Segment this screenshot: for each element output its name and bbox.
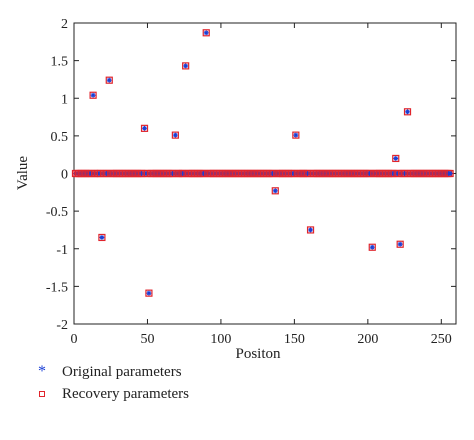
x-axis-label: Positon [235, 346, 281, 360]
scatter-chart: -2 -1.5 -1 -0.5 0 0.5 1 1.5 2 0 50 100 150 200 250 Po… [15, 17, 457, 360]
nonzero-point [368, 243, 376, 251]
original-marker [405, 109, 410, 115]
original-marker [308, 227, 313, 233]
nonzero-point [171, 131, 179, 139]
recovery-marker [182, 62, 190, 70]
nonzero-point [292, 131, 300, 139]
nonzero-point [182, 62, 190, 70]
recovery-marker [403, 108, 412, 116]
nonzero-point [202, 29, 210, 37]
nonzero-point [145, 289, 153, 297]
original-marker [146, 290, 152, 296]
original-marker [369, 244, 375, 250]
recovery-marker [98, 233, 106, 242]
recovery-marker [89, 91, 97, 99]
x-tick-label: 200 [357, 332, 378, 347]
star-marker-icon: * [38, 363, 46, 380]
legend: * Original parameters Recovery parameter… [28, 361, 189, 405]
recovery-marker [105, 76, 113, 84]
recovery-marker [446, 169, 454, 178]
original-marker [172, 132, 178, 138]
original-marker [106, 77, 112, 83]
nonzero-point [140, 124, 149, 132]
x-tick-label: 50 [140, 332, 154, 347]
legend-label-recovery: Recovery parameters [62, 385, 190, 402]
nonzero-point [396, 240, 404, 248]
legend-item-recovery: Recovery parameters [28, 383, 189, 405]
y-tick-label: 1 [61, 92, 68, 107]
y-ticks: -2 -1.5 -1 -0.5 0 0.5 1 1.5 2 [46, 17, 456, 333]
recovery-marker [202, 29, 210, 37]
recovery-marker [292, 131, 300, 139]
original-marker [272, 188, 278, 194]
nonzero-point [392, 154, 400, 163]
legend-item-original: * Original parameters [28, 361, 189, 383]
original-marker [447, 171, 453, 176]
y-tick-label: 0.5 [51, 130, 69, 145]
original-marker [203, 30, 209, 36]
recovery-marker [392, 154, 400, 163]
y-tick-label: 0 [61, 168, 68, 183]
recovery-marker [396, 240, 404, 248]
y-axis-label: Value [15, 156, 31, 190]
zero-point [446, 169, 454, 178]
y-tick-label: -2 [56, 318, 68, 333]
nonzero-point [271, 187, 279, 195]
nonzero-point [403, 108, 412, 116]
x-tick-label: 100 [210, 332, 231, 347]
nonzero-point [105, 76, 113, 84]
original-marker [99, 235, 105, 240]
legend-label-original: Original parameters [62, 363, 182, 380]
x-tick-label: 250 [431, 332, 452, 347]
nonzero-point [306, 226, 315, 234]
recovery-marker [145, 289, 153, 297]
original-marker [393, 156, 399, 161]
recovery-marker [368, 243, 376, 251]
y-tick-label: 2 [61, 17, 68, 32]
recovery-marker [271, 187, 279, 195]
recovery-marker [171, 131, 179, 139]
y-tick-label: -0.5 [46, 205, 68, 220]
y-tick-label: -1.5 [46, 280, 68, 295]
nonzero-point [89, 91, 97, 99]
square-marker-icon [28, 391, 56, 397]
original-marker [397, 241, 403, 247]
x-tick-label: 0 [71, 332, 78, 347]
y-tick-label: 1.5 [51, 55, 69, 70]
nonzero-point [98, 233, 106, 242]
data-points [71, 29, 454, 297]
y-tick-label: -1 [56, 243, 68, 258]
recovery-marker [140, 124, 149, 132]
recovery-marker [306, 226, 315, 234]
original-marker [142, 125, 147, 131]
original-marker [293, 132, 299, 138]
x-tick-label: 150 [284, 332, 305, 347]
x-ticks: 0 50 100 150 200 250 [71, 23, 452, 347]
original-marker [90, 92, 96, 98]
original-marker [183, 63, 189, 69]
